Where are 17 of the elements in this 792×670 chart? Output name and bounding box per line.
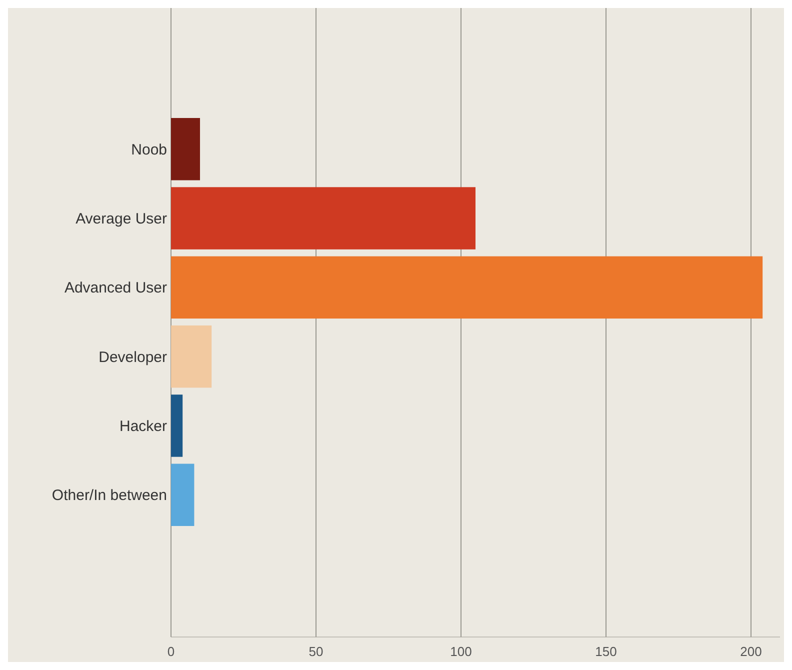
x-tick-label: 50 — [308, 644, 324, 659]
bar — [171, 394, 183, 457]
x-tick-label: 0 — [167, 644, 175, 659]
y-tick-label: Advanced User — [64, 280, 167, 297]
y-tick-label: Hacker — [119, 418, 167, 435]
bar — [171, 325, 212, 388]
x-tick-label: 100 — [450, 644, 472, 659]
bar — [171, 464, 194, 526]
y-tick-label: Other/In between — [52, 487, 167, 504]
x-tick-label: 150 — [595, 644, 617, 659]
y-tick-label: Noob — [131, 141, 167, 158]
bar — [171, 187, 476, 250]
y-tick-label: Developer — [98, 348, 167, 366]
bar — [171, 256, 763, 319]
x-tick-label: 200 — [740, 644, 762, 659]
bar — [171, 118, 200, 180]
y-tick-label: Average User — [76, 210, 168, 228]
